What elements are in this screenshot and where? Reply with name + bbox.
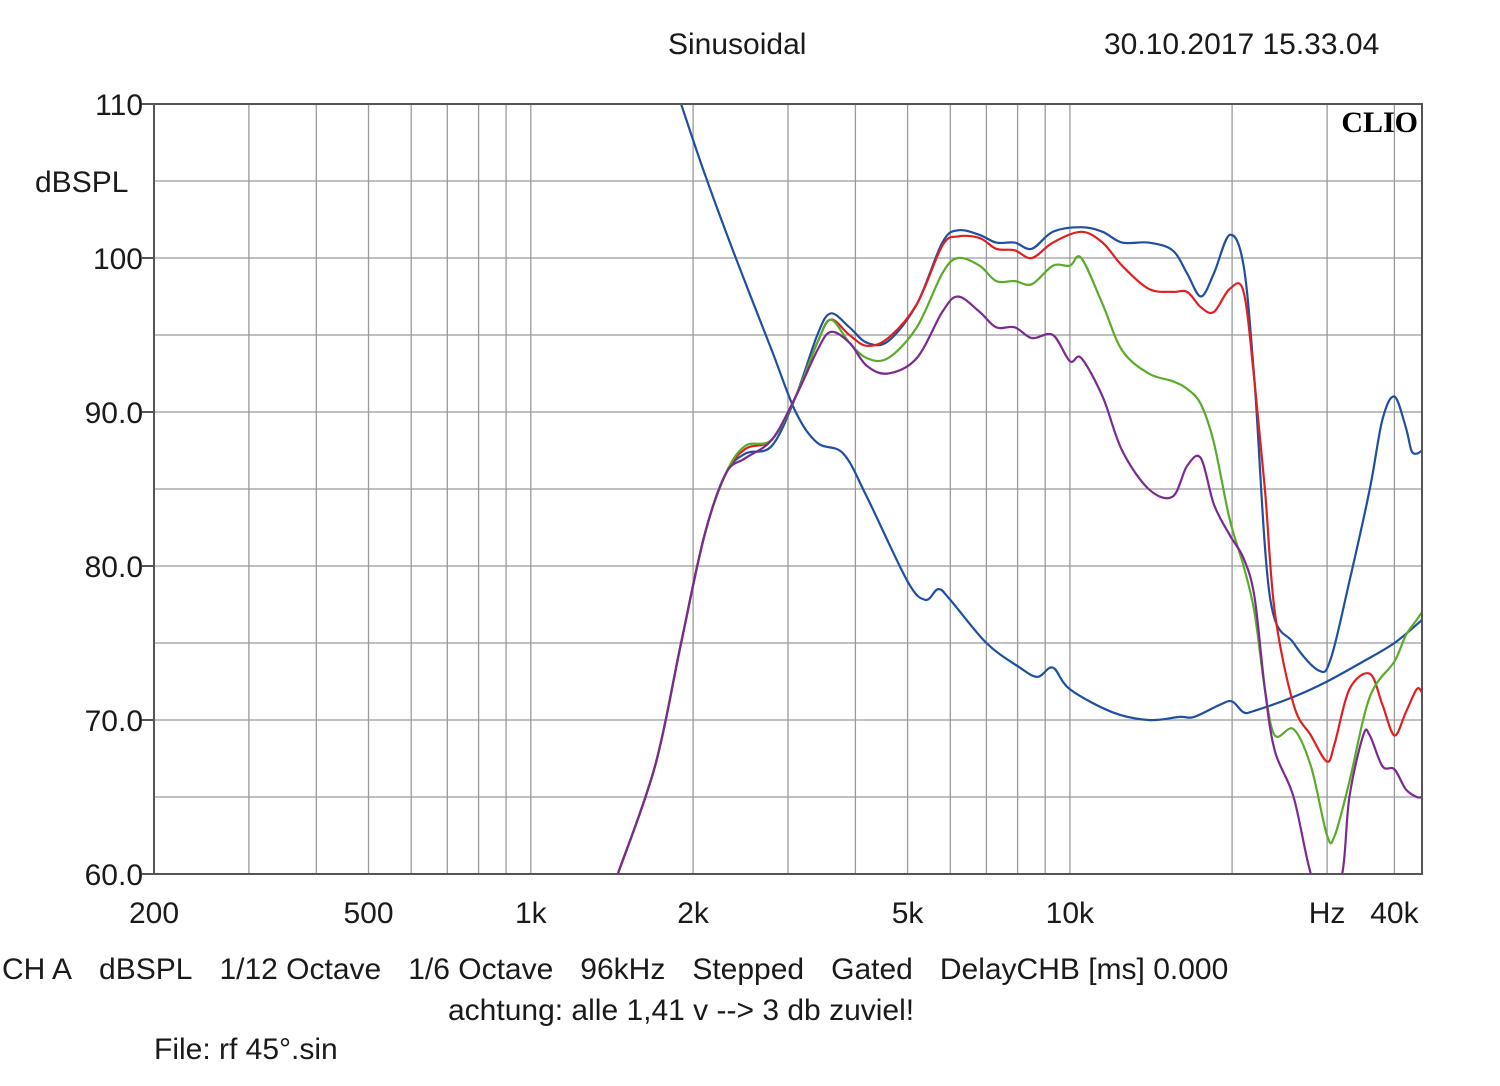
y-tick-label: 100: [93, 243, 143, 276]
plot-frame: [153, 103, 1423, 875]
y-tick-label: 70.0: [85, 705, 143, 738]
series-line-3: [616, 230, 1422, 874]
y-axis-unit-label: dBSPL: [35, 166, 128, 199]
x-axis: 200 500 1k 2k 5k 10k Hz 40k: [129, 897, 1420, 930]
setting-item: 1/6 Octave: [408, 953, 554, 986]
setting-item: Gated: [831, 953, 913, 986]
setting-item: 96kHz: [580, 953, 666, 986]
chart-title: Sinusoidal: [668, 28, 807, 61]
y-tick-label: 90.0: [85, 397, 143, 430]
x-tick-label: 200: [129, 897, 179, 930]
brand-logo: CLIO: [1341, 106, 1418, 139]
y-axis: 110 100 90.0 80.0 70.0 60.0: [85, 89, 154, 892]
x-tick-label: 5k: [892, 897, 925, 930]
x-tick-label: 10k: [1046, 897, 1095, 930]
measurement-note: achtung: alle 1,41 v --> 3 db zuviel!: [448, 994, 915, 1027]
series-group: [616, 104, 1422, 874]
setting-item: 1/12 Octave: [219, 953, 382, 986]
series-line-2: [616, 226, 1422, 874]
setting-item: CH A: [2, 953, 73, 986]
grid: [154, 104, 1422, 874]
series-line-1: [680, 104, 1422, 722]
y-tick-label: 80.0: [85, 551, 143, 584]
series-line-5: [616, 295, 1422, 874]
measurement-settings: CH A dBSPL 1/12 Octave 1/6 Octave 96kHz Stepp…: [2, 953, 1255, 987]
x-tick-label: Hz: [1309, 897, 1346, 930]
setting-item: DelayCHB [ms] 0.000: [939, 953, 1229, 986]
x-tick-label: 1k: [515, 897, 548, 930]
y-tick-label: 110: [95, 89, 143, 122]
measurement-datetime: 30.10.2017 15.33.04: [1104, 28, 1380, 61]
x-tick-label: 2k: [677, 897, 710, 930]
setting-item: Stepped: [692, 953, 805, 986]
series-line-4: [616, 255, 1422, 874]
y-tick-label: 60.0: [85, 859, 143, 892]
x-tick-label: 40k: [1370, 897, 1419, 930]
file-name: File: rf 45°.sin: [154, 1033, 338, 1066]
setting-item: dBSPL: [99, 953, 193, 986]
x-tick-label: 500: [343, 897, 393, 930]
